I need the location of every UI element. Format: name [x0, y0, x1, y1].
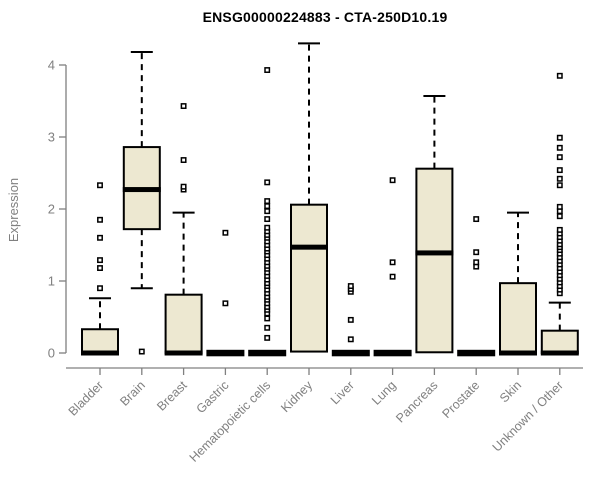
outlier-point — [347, 283, 354, 289]
outlier-point — [97, 285, 103, 292]
outlier-point — [389, 177, 396, 184]
x-tick-label: Liver — [328, 378, 357, 407]
chart-title: ENSG00000224883 - CTA-250D10.19 — [202, 9, 448, 25]
outlier-point — [264, 198, 271, 205]
outlier-point — [389, 273, 396, 280]
boxplot-kidney — [290, 42, 328, 353]
outlier-point — [264, 315, 271, 322]
outlier-point — [556, 226, 563, 233]
outlier-point — [347, 316, 354, 323]
outlier-point — [556, 167, 563, 174]
x-tick-label: Pancreas — [393, 378, 440, 425]
x-tick-label: Prostate — [439, 378, 482, 421]
x-tick-label: Unknown / Other — [490, 378, 566, 454]
x-tick-label: Kidney — [278, 378, 315, 415]
box-rect — [540, 329, 579, 354]
y-tick-label: 4 — [48, 58, 55, 73]
box-rect — [290, 203, 328, 353]
outlier-point — [264, 216, 271, 223]
boxplot-unknown-other — [540, 72, 579, 356]
y-tick-label: 3 — [48, 130, 55, 145]
x-tick-label: Lung — [369, 378, 399, 408]
median-line — [540, 350, 579, 356]
median-line — [81, 350, 119, 356]
y-tick-label: 2 — [48, 202, 55, 217]
median-line — [164, 350, 203, 356]
outlier-point — [556, 175, 563, 182]
box-rect — [81, 328, 119, 354]
outlier-point — [97, 216, 103, 223]
outlier-point — [556, 213, 563, 220]
median-line — [122, 187, 161, 193]
outlier-point — [473, 259, 480, 266]
outlier-point — [473, 216, 480, 223]
x-tick-label: Gastric — [194, 378, 232, 416]
outlier-point — [222, 229, 229, 236]
boxplot-lung — [373, 177, 412, 357]
y-tick-label: 0 — [48, 346, 55, 361]
box-rect — [499, 282, 537, 354]
boxplot-bladder — [81, 182, 119, 356]
outlier-point — [556, 154, 563, 161]
median-line — [290, 244, 328, 250]
outlier-point — [556, 72, 563, 79]
outlier-point — [556, 144, 563, 151]
median-line — [499, 350, 537, 356]
outlier-point — [347, 336, 354, 343]
outlier-point — [264, 208, 271, 215]
x-tick-label: Breast — [154, 378, 190, 414]
x-tick-label: Bladder — [66, 378, 106, 418]
outlier-point — [556, 134, 563, 141]
outlier-point — [138, 348, 145, 355]
outlier-point — [264, 324, 271, 331]
outlier-point — [264, 203, 271, 210]
boxplot-gastric — [206, 229, 245, 357]
outlier-point — [264, 334, 271, 341]
median-line — [206, 349, 245, 357]
outlier-point — [264, 179, 271, 186]
outlier-point — [473, 249, 480, 256]
boxplot-liver — [331, 283, 370, 357]
boxplot-hematopoietic-cells — [248, 67, 287, 357]
x-tick-label: Brain — [117, 378, 148, 409]
median-line — [457, 349, 496, 357]
boxplot-brain — [122, 51, 161, 355]
boxplot-breast — [164, 103, 203, 356]
x-tick-label: Hematopoietic cells — [187, 378, 274, 465]
outlier-point — [180, 157, 187, 163]
y-tick-label: 1 — [48, 274, 55, 289]
outlier-point — [222, 300, 229, 307]
box-rect — [415, 167, 454, 354]
median-line — [415, 250, 454, 256]
outlier-point — [97, 234, 103, 241]
outlier-point — [180, 183, 187, 190]
median-line — [248, 349, 287, 357]
outlier-point — [389, 259, 396, 266]
median-line — [373, 349, 412, 357]
boxplot-pancreas — [415, 94, 454, 354]
outlier-point — [97, 257, 103, 264]
box-rect — [164, 293, 203, 354]
outlier-point — [180, 103, 187, 109]
median-line — [331, 349, 370, 357]
outlier-point — [264, 224, 271, 231]
outlier-point — [264, 67, 271, 73]
boxplot-skin — [499, 211, 537, 356]
outlier-point — [97, 265, 103, 271]
outlier-point — [97, 182, 103, 189]
boxplot-prostate — [457, 216, 496, 357]
outlier-point — [556, 182, 563, 189]
x-tick-label: Skin — [497, 378, 524, 405]
outlier-point — [556, 203, 563, 210]
